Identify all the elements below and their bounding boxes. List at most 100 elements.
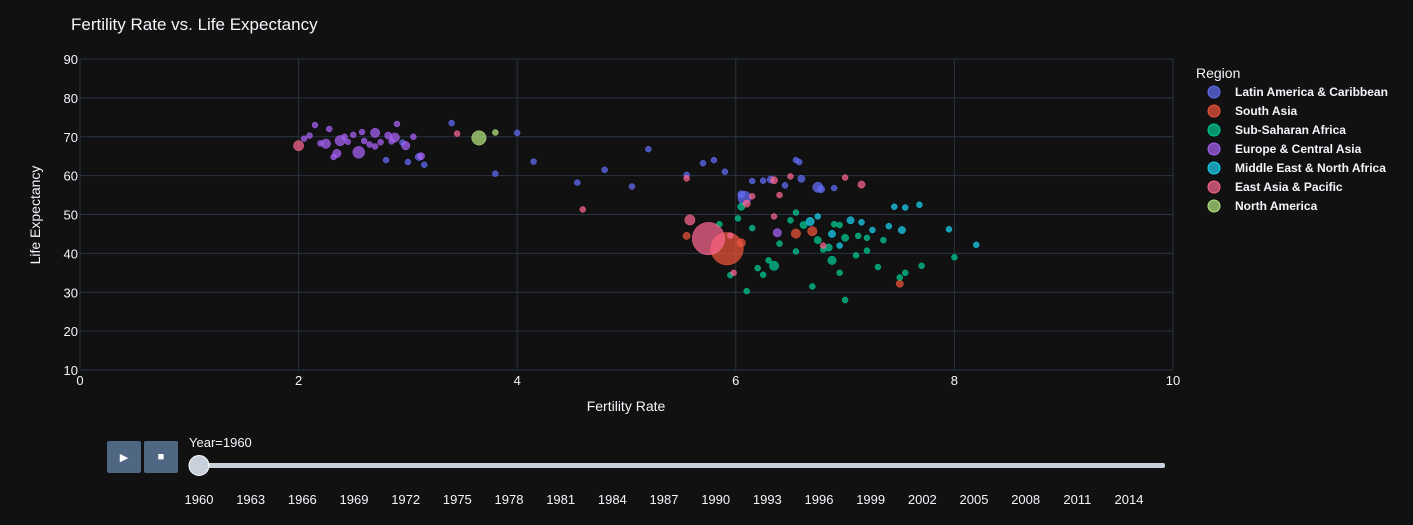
data-point bbox=[898, 226, 906, 234]
data-point bbox=[404, 158, 412, 166]
x-tick-label: 8 bbox=[951, 373, 958, 388]
data-point bbox=[874, 263, 882, 271]
data-point bbox=[453, 130, 461, 137]
play-icon: ▶ bbox=[119, 451, 129, 464]
slider-current-value: Year=1960 bbox=[189, 435, 252, 450]
x-tick-label: 2 bbox=[295, 373, 302, 388]
data-point bbox=[530, 158, 537, 165]
data-point bbox=[350, 131, 357, 139]
data-point bbox=[574, 179, 581, 186]
data-point bbox=[901, 204, 909, 211]
data-point bbox=[371, 143, 379, 150]
legend-marker bbox=[1207, 180, 1221, 194]
data-point bbox=[579, 206, 586, 213]
data-point bbox=[776, 240, 783, 247]
data-point bbox=[601, 166, 608, 174]
data-point bbox=[736, 238, 746, 248]
legend-marker bbox=[1207, 123, 1221, 137]
slider-year-label: 1990 bbox=[701, 492, 730, 507]
slider-year-label: 2005 bbox=[960, 492, 989, 507]
data-point bbox=[901, 269, 909, 277]
data-point bbox=[836, 269, 843, 277]
data-point bbox=[869, 226, 876, 234]
legend-entry-label: Middle East & North Africa bbox=[1235, 161, 1386, 175]
chart-title: Fertility Rate vs. Life Expectancy bbox=[71, 15, 318, 34]
slider-year-label: 1996 bbox=[805, 492, 834, 507]
slider-year-label: 1981 bbox=[546, 492, 575, 507]
data-point bbox=[918, 262, 925, 270]
data-point bbox=[895, 279, 904, 288]
data-point bbox=[734, 215, 742, 222]
play-button[interactable]: ▶ bbox=[107, 441, 141, 473]
data-point bbox=[858, 219, 865, 226]
data-point bbox=[710, 156, 718, 164]
slider-year-label: 1984 bbox=[598, 492, 627, 507]
data-point bbox=[730, 269, 737, 277]
data-point bbox=[809, 283, 816, 290]
data-point bbox=[792, 209, 800, 216]
data-point bbox=[325, 125, 333, 133]
x-tick-label: 6 bbox=[732, 373, 739, 388]
data-point bbox=[645, 145, 652, 153]
data-point bbox=[916, 201, 923, 209]
data-point bbox=[854, 232, 862, 240]
legend-marker bbox=[1207, 142, 1221, 156]
data-point bbox=[813, 236, 822, 245]
slider-year-label: 1999 bbox=[856, 492, 885, 507]
data-point bbox=[471, 130, 487, 146]
slider-year-label: 1978 bbox=[495, 492, 524, 507]
data-point bbox=[417, 152, 425, 161]
slider-year-label: 1993 bbox=[753, 492, 782, 507]
x-tick-label: 4 bbox=[514, 373, 521, 388]
data-point bbox=[699, 159, 707, 167]
data-point bbox=[421, 161, 428, 168]
data-point bbox=[683, 175, 690, 182]
data-point bbox=[330, 153, 337, 161]
slider-year-label: 2002 bbox=[908, 492, 937, 507]
slider-year-label: 2008 bbox=[1011, 492, 1040, 507]
data-point bbox=[366, 141, 373, 148]
data-point bbox=[896, 274, 903, 281]
data-point bbox=[792, 156, 800, 164]
data-point bbox=[691, 222, 725, 256]
slider-year-label: 1963 bbox=[236, 492, 265, 507]
slider-year-label: 1969 bbox=[340, 492, 369, 507]
grid-lines bbox=[79, 58, 1174, 371]
data-point bbox=[344, 138, 352, 146]
y-tick-label: 70 bbox=[64, 130, 78, 145]
data-point bbox=[776, 191, 783, 199]
x-tick-labels: 0 2 4 6 8 10 bbox=[76, 373, 1180, 388]
data-point bbox=[341, 133, 348, 140]
y-tick-labels: 10 20 30 40 50 60 70 80 90 bbox=[64, 52, 78, 378]
y-tick-label: 20 bbox=[64, 324, 78, 339]
stop-button[interactable]: ■ bbox=[144, 441, 178, 473]
x-tick-label: 10 bbox=[1166, 373, 1180, 388]
data-point bbox=[841, 296, 849, 304]
data-point bbox=[820, 242, 827, 249]
data-point bbox=[781, 182, 789, 189]
data-point bbox=[352, 146, 365, 159]
data-point bbox=[945, 226, 953, 233]
slider-track[interactable] bbox=[199, 463, 1165, 468]
data-point bbox=[852, 252, 860, 259]
data-point bbox=[300, 135, 308, 142]
data-point bbox=[293, 140, 304, 152]
data-point bbox=[817, 185, 825, 194]
legend-entry-label: Europe & Central Asia bbox=[1235, 142, 1362, 156]
data-point bbox=[765, 257, 772, 264]
data-point bbox=[628, 183, 636, 190]
data-point bbox=[684, 214, 696, 226]
data-point bbox=[388, 138, 395, 145]
slider-year-label: 2014 bbox=[1115, 492, 1144, 507]
slider-handle[interactable] bbox=[188, 455, 210, 476]
data-point bbox=[787, 173, 794, 180]
data-point bbox=[754, 264, 761, 272]
legend: Latin America & Caribbean South Asia Sub-S… bbox=[1207, 85, 1388, 213]
legend-entry-label: Sub-Saharan Africa bbox=[1235, 123, 1346, 137]
data-point bbox=[836, 221, 843, 229]
y-tick-label: 40 bbox=[64, 246, 78, 261]
legend-marker bbox=[1207, 85, 1221, 99]
data-point bbox=[814, 213, 821, 220]
data-point bbox=[727, 232, 734, 239]
